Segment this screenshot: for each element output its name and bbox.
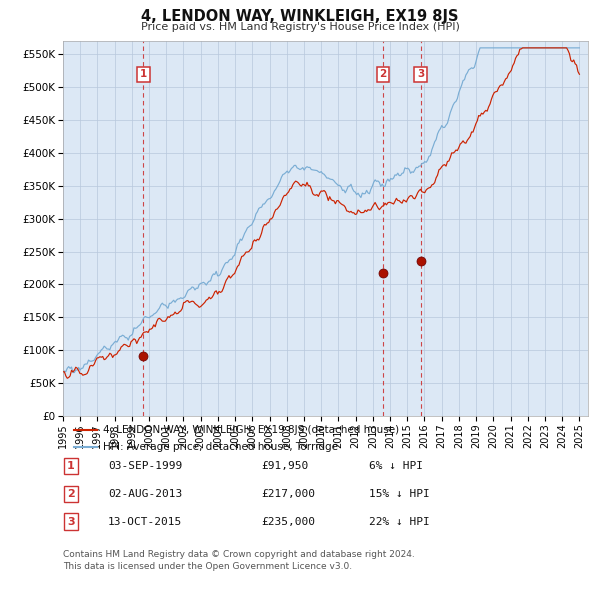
Text: 3: 3 (67, 517, 74, 526)
Text: 4, LENDON WAY, WINKLEIGH, EX19 8JS: 4, LENDON WAY, WINKLEIGH, EX19 8JS (141, 9, 459, 24)
Text: 03-SEP-1999: 03-SEP-1999 (108, 461, 182, 471)
Text: Price paid vs. HM Land Registry's House Price Index (HPI): Price paid vs. HM Land Registry's House … (140, 22, 460, 32)
Text: 1: 1 (140, 69, 147, 79)
Text: 3: 3 (417, 69, 424, 79)
Text: 15% ↓ HPI: 15% ↓ HPI (369, 489, 430, 499)
Text: 2: 2 (67, 489, 74, 499)
Text: 6% ↓ HPI: 6% ↓ HPI (369, 461, 423, 471)
Text: £217,000: £217,000 (261, 489, 315, 499)
Text: 4, LENDON WAY, WINKLEIGH, EX19 8JS (detached house): 4, LENDON WAY, WINKLEIGH, EX19 8JS (deta… (103, 425, 399, 435)
Text: £91,950: £91,950 (261, 461, 308, 471)
Text: HPI: Average price, detached house, Torridge: HPI: Average price, detached house, Torr… (103, 442, 338, 451)
Text: Contains HM Land Registry data © Crown copyright and database right 2024.
This d: Contains HM Land Registry data © Crown c… (63, 550, 415, 571)
Text: 22% ↓ HPI: 22% ↓ HPI (369, 517, 430, 526)
Text: 2: 2 (379, 69, 386, 79)
Text: 13-OCT-2015: 13-OCT-2015 (108, 517, 182, 526)
Text: £235,000: £235,000 (261, 517, 315, 526)
Text: 1: 1 (67, 461, 74, 471)
Text: 02-AUG-2013: 02-AUG-2013 (108, 489, 182, 499)
